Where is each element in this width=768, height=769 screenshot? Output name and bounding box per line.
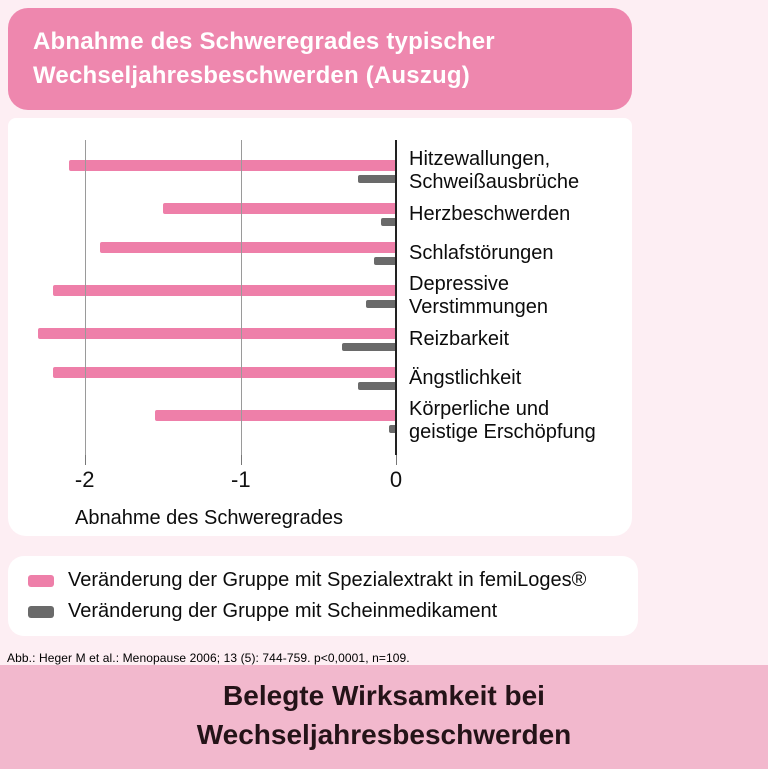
chart-row-1: Hitzewallungen, Schweißausbrüche <box>30 148 610 195</box>
chart-row-4: Depressive Verstimmungen <box>30 273 610 320</box>
category-label-1: Hitzewallungen, Schweißausbrüche <box>409 148 580 194</box>
femiloges-bar-6 <box>53 366 397 378</box>
legend-item-femiloges: Veränderung der Gruppe mit Spezialextrak… <box>28 569 628 592</box>
x-axis-title: Abnahme des Schweregrades <box>75 506 343 529</box>
tick-mark--1 <box>240 454 242 465</box>
tick-mark--2 <box>84 454 86 465</box>
femiloges-bar-1 <box>69 159 397 171</box>
femiloges-bar-4 <box>53 284 397 296</box>
femiloges-bar-7 <box>154 409 397 421</box>
tick-mark-0 <box>396 454 397 465</box>
tick-label--1: -1 <box>231 466 251 492</box>
bar-group <box>30 366 397 390</box>
placebo-bar-4 <box>365 299 397 308</box>
bar-group <box>30 159 397 183</box>
chart-legend: Veränderung der Gruppe mit Spezialextrak… <box>8 556 638 636</box>
placebo-bar-6 <box>357 381 397 390</box>
bar-group <box>30 202 397 226</box>
category-label-3: Schlafstörungen <box>409 241 554 264</box>
legend-item-placebo: Veränderung der Gruppe mit Scheinmedikam… <box>28 600 628 623</box>
category-label-5: Reizbarkeit <box>409 327 510 350</box>
x-axis-tick-labels: -2 -1 0 <box>30 466 402 495</box>
bar-chart-plot: Hitzewallungen, Schweißausbrüche Herzbesc… <box>30 139 610 530</box>
chart-title-line-1: Abnahme des Schweregrades typischer <box>33 28 495 55</box>
category-label-4: Depressive Verstimmungen <box>409 273 548 319</box>
placebo-bar-2 <box>381 217 397 226</box>
placebo-bar-3 <box>373 256 397 265</box>
chart-row-3: Schlafstörungen <box>30 234 610 273</box>
chart-row-2: Herzbeschwerden <box>30 195 610 234</box>
femiloges-bar-2 <box>162 202 397 214</box>
chart-row-6: Ängstlichkeit <box>30 359 610 398</box>
source-footnote: Abb.: Heger M et al.: Menopause 2006; 13… <box>7 651 410 665</box>
bar-group <box>30 327 397 351</box>
category-label-2: Herzbeschwerden <box>409 202 571 225</box>
femiloges-bar-5 <box>37 327 397 339</box>
legend-swatch-pink <box>28 574 54 587</box>
chart-row-7: Körperliche und geistige Erschöpfung <box>30 398 610 445</box>
chart-row-5: Reizbarkeit <box>30 320 610 359</box>
bar-group <box>30 284 397 308</box>
category-label-6: Ängstlichkeit <box>409 366 522 389</box>
placebo-bar-1 <box>357 174 397 183</box>
legend-label: Veränderung der Gruppe mit Spezialextrak… <box>68 569 587 591</box>
legend-label: Veränderung der Gruppe mit Scheinmedikam… <box>68 600 498 622</box>
chart-card: Hitzewallungen, Schweißausbrüche Herzbesc… <box>8 117 632 536</box>
chart-title-line-2: Wechseljahresbeschwerden (Auszug) <box>33 62 470 89</box>
claim-banner: Belegte Wirksamkeit bei Wechseljahresbes… <box>0 665 768 769</box>
chart-rows: Hitzewallungen, Schweißausbrüche Herzbesc… <box>30 139 610 455</box>
bar-group <box>30 241 397 265</box>
tick-label-0: 0 <box>389 466 403 492</box>
legend-swatch-gray <box>28 605 54 618</box>
category-label-7: Körperliche und geistige Erschöpfung <box>409 398 596 444</box>
claim-banner-line-1: Belegte Wirksamkeit bei <box>223 680 545 711</box>
femiloges-bar-3 <box>100 241 397 253</box>
bar-group <box>30 409 397 433</box>
x-axis-tick-strip <box>30 454 397 465</box>
claim-banner-line-2: Wechseljahresbeschwerden <box>196 719 572 750</box>
placebo-bar-7 <box>389 424 397 433</box>
tick-label--2: -2 <box>74 466 95 492</box>
placebo-bar-5 <box>342 342 397 351</box>
chart-title-band: Abnahme des Schweregrades typischer Wech… <box>8 8 632 110</box>
